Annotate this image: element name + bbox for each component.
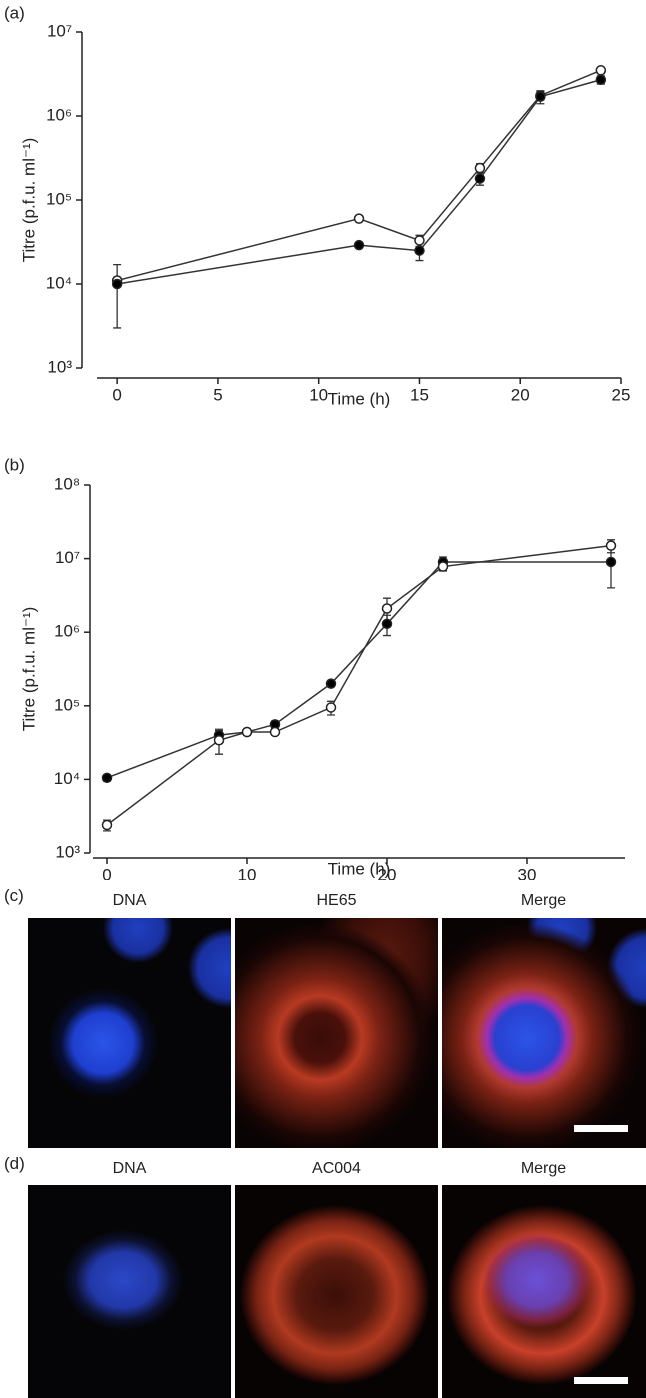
y-tick-label: 10⁷ [47,21,72,40]
y-tick-label: 10⁸ [54,474,80,493]
column-label: AC004 [312,1160,361,1177]
y-tick-label: 10³ [47,357,72,376]
x-tick-label: 25 [612,385,631,404]
scale-bar [574,1377,628,1384]
data-point [111,278,123,290]
data-point [605,540,617,551]
column-label: HE65 [316,892,357,909]
x-tick-label: 0 [112,385,121,404]
data-point [595,65,607,76]
data-point [325,702,337,713]
x-tick-label: 15 [410,385,429,404]
data-point [595,74,607,86]
microscopy-image [28,1185,231,1398]
panel-label: (c) [4,886,24,905]
data-point [101,819,113,831]
data-point [414,245,425,256]
y-tick-label: 10⁶ [46,105,72,124]
data-point [381,603,393,614]
y-tick-label: 10³ [55,842,80,861]
data-point [605,556,617,568]
microscopy-image [235,918,438,1148]
scale-bar [574,1125,628,1132]
data-point [414,235,425,246]
x-tick-label: 0 [102,865,111,880]
data-point [474,162,486,174]
microscopy-image [442,918,646,1148]
column-label: Merge [520,1160,567,1177]
x-tick-label: 20 [378,865,397,880]
data-point [381,618,393,630]
x-axis-label: Time (h) [328,389,391,408]
data-point [101,772,113,784]
y-tick-label: 10⁶ [54,622,80,641]
data-point [325,678,337,689]
microscopy-image [442,1185,646,1398]
error-bar [607,547,615,589]
x-tick-label: 10 [238,865,257,880]
data-point [241,726,253,738]
data-point [474,173,486,184]
series-line [117,79,602,285]
x-axis-label: Time (h) [328,859,391,878]
microscopy-image [235,1185,438,1398]
data-point [353,213,365,224]
x-tick-label: 30 [518,865,537,880]
y-tick-label: 10⁵ [46,189,72,208]
x-tick-label: 20 [511,385,530,404]
y-tick-label: 10⁴ [46,273,72,292]
y-tick-label: 10⁵ [54,695,80,714]
x-tick-label: 5 [213,385,222,404]
series-line [106,544,612,826]
data-point [213,735,225,746]
data-point [353,239,365,251]
data-point [437,561,449,572]
y-tick-label: 10⁴ [54,769,80,788]
series-line [116,69,602,282]
microscopy-image [28,918,231,1148]
data-point [535,91,546,102]
y-tick-label: 10⁷ [55,548,80,567]
data-point [269,726,281,738]
column-label: DNA [112,892,147,909]
y-axis-label: Titre (p.f.u. ml⁻¹) [19,138,38,263]
charts: (a) 10³ 10⁴ 10⁵ 10⁶ 10⁷ 0 5 10 15 20 25 Time (h) Titr… [4,3,631,880]
panel-label: (b) [4,455,25,474]
x-tick-label: 10 [309,385,328,404]
panel-label: (a) [4,3,25,22]
column-label: Merge [520,892,567,909]
error-bar [113,263,122,329]
y-axis-label: Titre (p.f.u. ml⁻¹) [19,607,38,732]
panel-label: (d) [4,1154,25,1173]
column-label: DNA [112,1160,147,1177]
series-line [106,561,611,779]
